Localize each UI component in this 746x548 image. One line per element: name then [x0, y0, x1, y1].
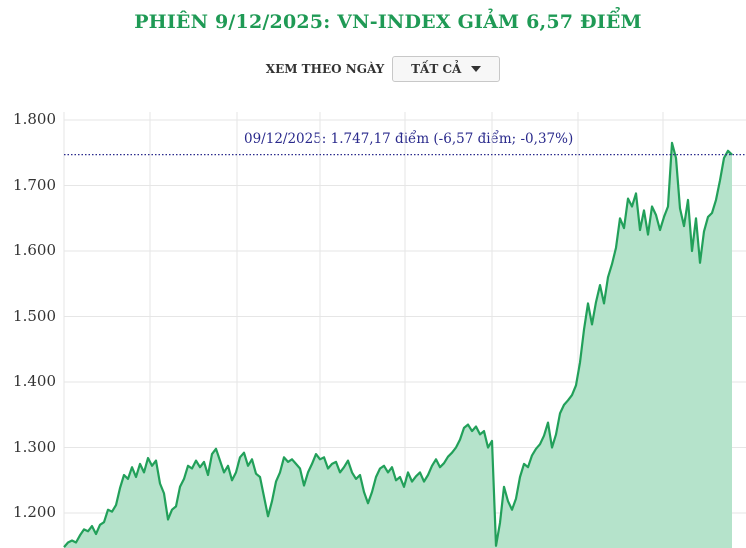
y-tick-label: 1.300	[13, 437, 56, 456]
caret-down-icon	[471, 66, 482, 72]
reference-annotation: 09/12/2025: 1.747,17 điểm (-6,57 điểm; -…	[244, 131, 574, 147]
date-filter: XEM THEO NGÀY TẤT CẢ	[0, 56, 746, 82]
y-tick-label: 1.400	[13, 372, 56, 390]
y-tick-label: 1.800	[13, 110, 56, 128]
vnindex-area-chart	[63, 112, 746, 548]
date-range-select[interactable]: TẤT CẢ	[392, 56, 501, 82]
y-tick-label: 1.200	[13, 503, 56, 521]
y-tick-label: 1.500	[13, 306, 56, 325]
series-line	[63, 141, 733, 548]
y-tick-label: 1.600	[13, 241, 56, 259]
area-fill	[64, 142, 732, 548]
select-value: TẤT CẢ	[411, 62, 462, 76]
chart-title: PHIÊN 9/12/2025: VN-INDEX GIẢM 6,57 ĐIỂM	[134, 11, 642, 33]
filter-label: XEM THEO NGÀY	[265, 62, 385, 76]
y-tick-label: 1.700	[13, 175, 56, 194]
